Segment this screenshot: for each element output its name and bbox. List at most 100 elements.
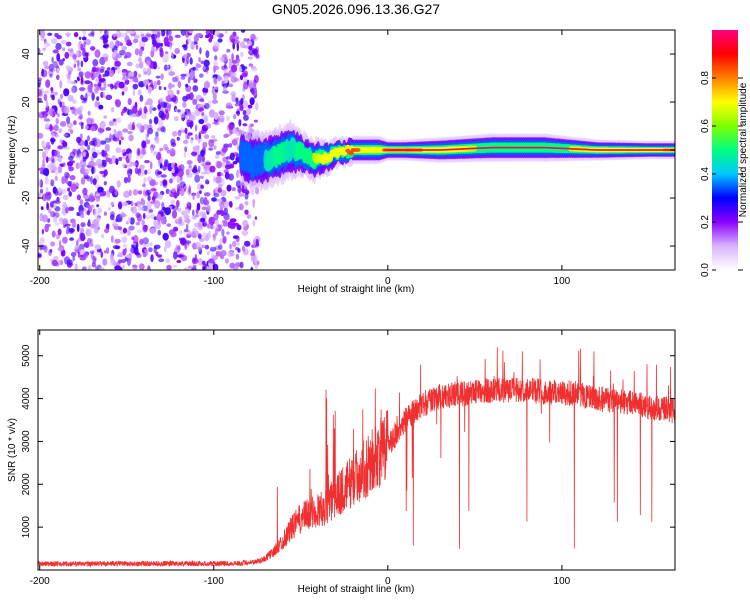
noise-speckle [219,238,223,245]
noise-speckle [201,260,206,266]
x-tick-label: -100 [204,276,224,287]
noise-speckle [141,197,144,202]
noise-speckle [126,30,133,34]
noise-speckle [79,199,84,205]
noise-speckle [235,262,241,268]
noise-speckle [155,136,160,144]
ridge-peak [658,149,661,151]
noise-speckle [148,247,153,253]
spectrogram-y-axis-label: Frequency (Hz) [7,116,18,185]
noise-speckle [174,34,181,38]
noise-speckle [248,82,254,89]
noise-speckle [195,33,203,38]
noise-speckle [93,83,98,87]
noise-speckle [147,189,154,193]
noise-speckle [236,170,239,179]
noise-speckle [49,138,56,143]
noise-speckle [82,151,86,158]
noise-speckle [166,30,172,36]
spectrogram-x-ticks: -200 -100 0 100 [30,30,571,287]
noise-speckle [235,97,239,104]
noise-speckle [56,74,60,81]
ridge-peak [590,149,593,151]
noise-speckle [224,133,231,137]
noise-speckle [80,76,84,84]
noise-speckle [197,138,201,144]
noise-speckle [194,174,201,183]
noise-speckle [212,234,216,238]
noise-speckle [108,206,111,211]
noise-speckle [136,122,143,131]
noise-speckle [65,229,69,235]
noise-speckle [44,147,49,155]
noise-speckle [174,162,178,171]
noise-speckle [154,221,162,230]
ridge-peak [444,149,447,151]
noise-speckle [99,68,105,73]
noise-speckle [157,66,161,70]
ridge-peak [665,149,668,151]
noise-speckle [217,187,222,193]
noise-speckle [150,49,155,58]
noise-speckle [79,249,86,254]
noise-speckle [239,102,243,111]
noise-speckle [134,34,140,40]
noise-speckle [134,202,137,207]
noise-speckle [196,202,201,211]
ridge-peak [501,146,504,149]
ridge-peak [402,149,405,151]
noise-speckle [101,149,105,157]
noise-speckle [234,196,241,200]
noise-speckle [150,147,154,154]
noise-speckle [112,245,120,250]
snr-plot-area [38,330,675,570]
noise-speckle [58,128,63,134]
y-tick-label: 20 [21,96,32,108]
ridge-peak [500,146,503,149]
ridge-peak [668,149,671,151]
noise-speckle [116,180,121,188]
ridge-peak [635,149,638,151]
noise-speckle [145,214,151,220]
ridge-peak [465,148,468,150]
noise-speckle [154,200,161,209]
noise-speckle [98,83,102,88]
noise-speckle [84,175,91,180]
snr-y-axis-label: SNR (10 * v/v) [7,418,18,482]
noise-speckle [46,201,49,210]
noise-speckle [165,95,172,103]
spectrogram-ridge-layer [239,118,675,193]
noise-speckle [48,63,54,72]
noise-speckle [213,41,220,49]
x-tick-label: 0 [385,576,391,587]
noise-speckle [95,78,98,83]
ridge-peak [571,148,574,150]
noise-speckle [87,144,91,151]
noise-speckle [251,88,255,95]
noise-speckle [170,138,176,145]
noise-speckle [63,106,70,115]
noise-speckle [133,246,139,255]
noise-speckle [186,223,189,231]
ridge-peak [411,149,414,151]
noise-speckle [156,79,161,86]
noise-speckle [115,158,119,166]
ridge-peak [642,149,645,151]
noise-speckle [196,191,200,199]
noise-speckle [173,116,179,122]
snr-x-axis-label: Height of straight line (km) [298,584,415,595]
ridge-peak [437,149,440,151]
noise-speckle [159,42,164,47]
y-tick-label: -20 [21,190,32,205]
ridge-peak [459,148,463,150]
ridge-peak [489,146,492,149]
ridge-peak [661,149,664,151]
noise-speckle [51,149,55,157]
noise-speckle [58,240,62,247]
noise-speckle [69,175,76,181]
ridge-peak [472,147,475,150]
ridge-peak [388,149,391,151]
noise-speckle [74,263,78,270]
ridge-peak [600,149,604,151]
